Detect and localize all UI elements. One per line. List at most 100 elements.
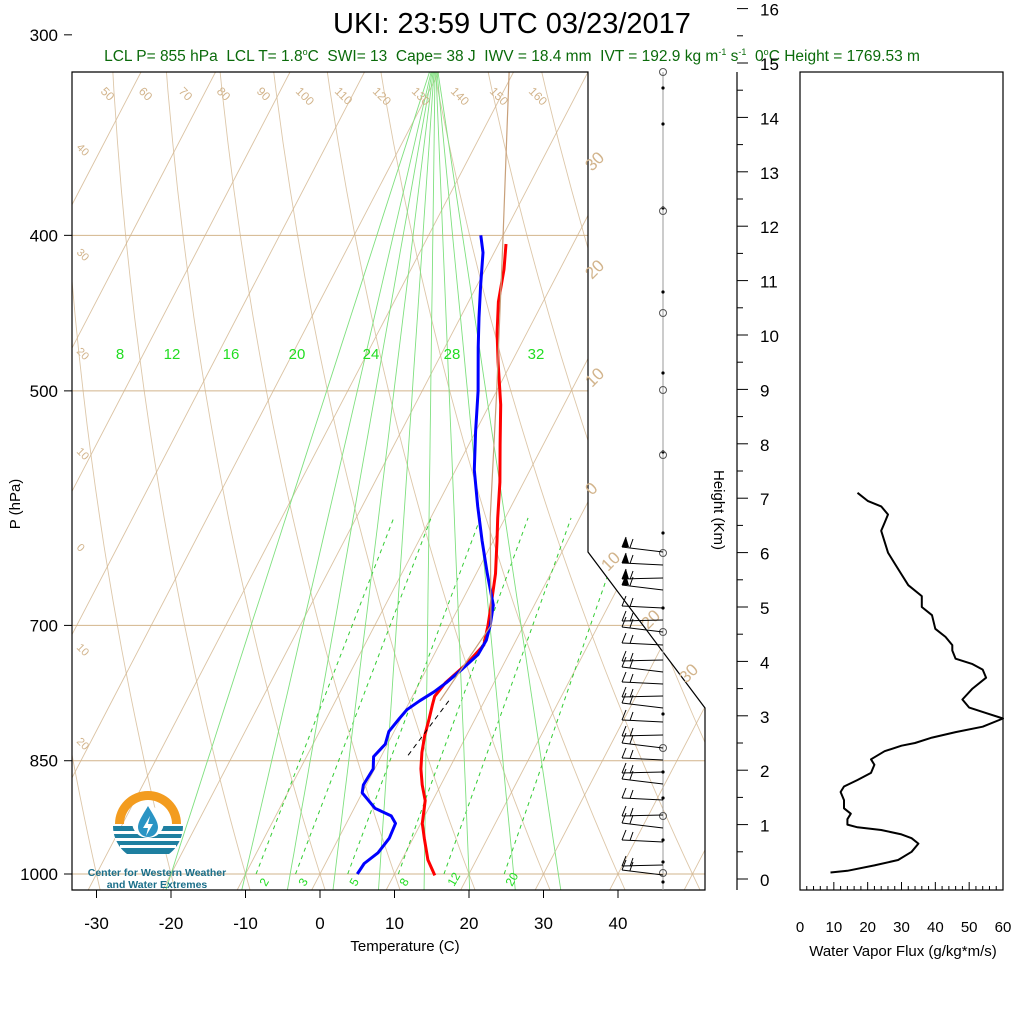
series-dewpoint-line (356, 235, 495, 875)
isotherm-label-right: 20 (581, 256, 608, 283)
dry-adiabat (480, 72, 705, 890)
isotherm-label: 140 (448, 84, 472, 108)
flux-x-tick-label: 50 (961, 919, 978, 936)
dry-adiabat (152, 72, 332, 890)
wind-barb (621, 725, 664, 737)
y-tick-label: 850 (30, 752, 58, 771)
isotherm-line (450, 72, 705, 890)
moist-adiabat (330, 72, 461, 890)
isotherm-line (72, 72, 705, 890)
dry-adiabat (906, 0, 1024, 908)
dry-adiabat (867, 0, 1024, 908)
flux-x-tick-label: 10 (825, 919, 842, 936)
y-tick-label: 1000 (20, 865, 58, 884)
dry-adiabat (197, 72, 407, 890)
wind-level-dot (661, 122, 665, 126)
x-tick-label: 30 (534, 914, 553, 933)
isotherm-line (301, 72, 705, 890)
isotherm-line (72, 72, 705, 890)
dry-adiabat (751, 0, 1024, 908)
isotherm-label-left: 20 (74, 736, 91, 753)
mixing-ratio-label: 16 (223, 346, 240, 363)
moist-adiabat (415, 72, 518, 890)
wind-barb (621, 610, 664, 622)
height-tick-label: 13 (760, 164, 779, 183)
wind-barb (621, 686, 664, 698)
mixing-ratio-line (397, 517, 529, 875)
logo-line-1: Center for Western Weather (87, 867, 227, 879)
isotherm-line (72, 72, 187, 890)
freezing-level-zero: 0 (755, 48, 764, 66)
height-tick-label: 2 (760, 762, 769, 781)
calm-wind-circle (659, 869, 667, 877)
lcl-dashed-line (406, 700, 450, 757)
iwv-value: IWV = 18.4 mm (484, 48, 592, 66)
mixing-ratio-line (443, 517, 572, 875)
isotherm-label: 120 (370, 84, 394, 108)
isotherm-line (749, 0, 1024, 908)
mixing-ratio-label: 28 (444, 346, 461, 363)
x-tick-label: -30 (84, 914, 109, 933)
isotherm-label-right: 10 (581, 364, 608, 391)
moist-adiabat (237, 72, 483, 890)
height-tick-label: 3 (760, 708, 769, 727)
wind-level-dot (661, 712, 665, 716)
height-tick-label: 15 (760, 55, 779, 74)
flux-x-tick-label: 40 (927, 919, 944, 936)
isotherm-line (72, 72, 634, 890)
cw3e-logo: Center for Western Weather and Water Ext… (82, 784, 232, 894)
mixing-ratio-bottom-label: 20 (502, 870, 521, 889)
lcl-temperature-unit: C (307, 48, 319, 66)
mixing-ratio-label: 32 (528, 346, 545, 363)
calm-wind-circle (659, 549, 667, 557)
x-axis-label: Temperature (C) (350, 938, 459, 955)
isotherm-label: 110 (332, 84, 356, 108)
isotherm-line (72, 72, 485, 890)
wind-barb (621, 805, 664, 817)
wind-barb (621, 632, 664, 646)
isotherm-line (72, 72, 410, 890)
height-tick-label: 4 (760, 653, 769, 672)
isotherm-label-left: 20 (74, 346, 91, 363)
wind-level-dot (661, 290, 665, 294)
calm-wind-circle (659, 386, 667, 394)
y-tick-label: 500 (30, 382, 58, 401)
dry-adiabat (284, 72, 559, 890)
chart-title: UKI: 23:59 UTC 03/23/2017 (333, 8, 691, 40)
isotherm-label-left: 30 (74, 247, 91, 264)
wind-barb (621, 762, 664, 774)
wind-barb (621, 709, 664, 723)
dry-adiabat (72, 72, 105, 890)
moist-adiabat (159, 72, 502, 890)
wind-level-dot (661, 860, 665, 864)
isotherm-line (525, 72, 705, 890)
wind-barb (621, 552, 664, 566)
isotherm-label: 160 (526, 84, 550, 108)
dry-adiabat (104, 72, 256, 890)
dry-adiabat (635, 72, 705, 890)
isotherm-line (72, 72, 261, 890)
wind-barb (621, 812, 664, 829)
cape-value: Cape= 38 J (395, 48, 476, 66)
wind-level-dot (661, 880, 665, 884)
height-tick-label: 6 (760, 545, 769, 564)
mixing-ratio-line (347, 517, 481, 875)
dry-adiabat (403, 72, 705, 890)
height-tick-label: 0 (760, 871, 769, 890)
x-tick-label: 10 (385, 914, 404, 933)
dry-adiabat (790, 0, 1024, 908)
isotherm-label-left: 40 (74, 142, 91, 159)
isotherm-line (72, 72, 559, 890)
moist-adiabat (426, 72, 471, 890)
mixing-ratio-bottom-label: 5 (346, 875, 362, 888)
sounding-indices: LCL P= 855 hPa LCL T= 1.8oC SWI= 13 Cape… (104, 47, 920, 66)
isotherm-label-right: 20 (637, 606, 664, 633)
x-tick-label: -20 (159, 914, 184, 933)
wind-level-dot (661, 531, 665, 535)
calm-wind-circle (659, 68, 667, 76)
wind-level-dot (661, 86, 665, 90)
isotherm-label-left: 10 (74, 642, 91, 659)
flux-x-tick-label: 30 (893, 919, 910, 936)
wind-barb (621, 692, 664, 709)
isotherm-label: 100 (293, 84, 317, 108)
